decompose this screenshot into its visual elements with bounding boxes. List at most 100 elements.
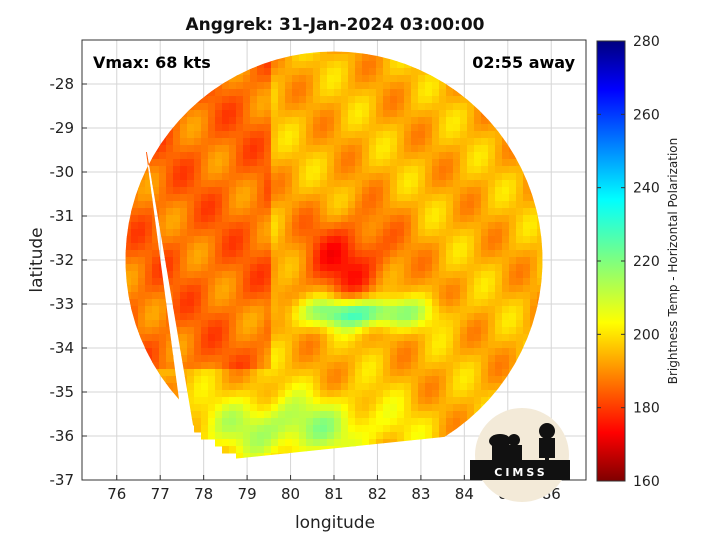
swath-pixel — [460, 264, 468, 272]
swath-pixel — [278, 180, 286, 188]
swath-pixel — [418, 355, 426, 363]
swath-pixel — [362, 138, 370, 146]
swath-pixel — [299, 208, 307, 216]
swath-pixel — [152, 271, 160, 279]
swath-pixel — [369, 173, 377, 181]
swath-pixel — [341, 362, 349, 370]
swath-pixel — [376, 397, 384, 405]
swath-pixel — [404, 306, 412, 314]
swath-pixel — [166, 131, 174, 139]
swath-pixel — [313, 306, 321, 314]
swath-pixel — [313, 369, 321, 377]
swath-pixel — [383, 292, 391, 300]
swath-pixel — [306, 194, 314, 202]
swath-pixel — [327, 187, 335, 195]
swath-pixel — [152, 222, 160, 230]
swath-pixel — [467, 145, 475, 153]
swath-pixel — [481, 173, 489, 181]
swath-pixel — [313, 278, 321, 286]
swath-pixel — [215, 348, 223, 356]
swath-pixel — [292, 369, 300, 377]
swath-pixel — [495, 355, 503, 363]
swath-pixel — [488, 152, 496, 160]
swath-pixel — [467, 355, 475, 363]
swath-pixel — [341, 271, 349, 279]
swath-pixel — [201, 369, 209, 377]
swath-pixel — [348, 376, 356, 384]
swath-pixel — [348, 264, 356, 272]
swath-pixel — [397, 278, 405, 286]
swath-pixel — [201, 243, 209, 251]
swath-pixel — [453, 348, 461, 356]
swath-pixel — [145, 187, 153, 195]
swath-pixel — [495, 159, 503, 167]
swath-pixel — [383, 425, 391, 433]
swath-pixel — [125, 264, 132, 272]
swath-pixel — [292, 145, 300, 153]
swath-pixel — [341, 152, 349, 160]
swath-pixel — [432, 404, 440, 412]
swath-pixel — [327, 145, 335, 153]
swath-pixel — [348, 411, 356, 419]
swath-pixel — [292, 180, 300, 188]
swath-pixel — [362, 117, 370, 125]
swath-pixel — [264, 215, 272, 223]
swath-pixel — [278, 404, 286, 412]
swath-pixel — [376, 124, 384, 132]
swath-pixel — [362, 201, 370, 209]
swath-pixel — [355, 215, 363, 223]
colorbar-tick-label: 280 — [633, 34, 660, 50]
swath-pixel — [180, 334, 188, 342]
swath-pixel — [250, 257, 258, 265]
swath-pixel — [404, 82, 412, 90]
swath-pixel — [355, 313, 363, 321]
swath-pixel — [292, 131, 300, 139]
swath-pixel — [341, 131, 349, 139]
swath-pixel — [495, 173, 503, 181]
swath-pixel — [453, 313, 461, 321]
swath-pixel — [404, 243, 412, 251]
swath-pixel — [264, 208, 272, 216]
swath-pixel — [250, 124, 258, 132]
swath-pixel — [138, 194, 146, 202]
swath-pixel — [411, 264, 419, 272]
swath-pixel — [411, 131, 419, 139]
swath-pixel — [285, 404, 293, 412]
swath-pixel — [348, 320, 356, 328]
swath-pixel — [516, 173, 524, 181]
swath-pixel — [145, 348, 153, 356]
swath-pixel — [285, 439, 293, 447]
swath-pixel — [509, 229, 517, 237]
swath-pixel — [271, 250, 279, 258]
swath-pixel — [390, 159, 398, 167]
swath-pixel — [397, 390, 405, 398]
swath-pixel — [516, 320, 524, 328]
swath-pixel — [348, 390, 356, 398]
swath-pixel — [194, 103, 202, 111]
swath-pixel — [383, 390, 391, 398]
swath-pixel — [285, 425, 293, 433]
swath-pixel — [320, 173, 328, 181]
swath-pixel — [467, 208, 475, 216]
swath-pixel — [390, 306, 398, 314]
swath-pixel — [362, 208, 370, 216]
swath-pixel — [404, 341, 412, 349]
swath-pixel — [215, 243, 223, 251]
swath-pixel — [299, 138, 307, 146]
swath-pixel — [495, 341, 503, 349]
swath-pixel — [264, 201, 272, 209]
swath-pixel — [425, 257, 433, 265]
swath-pixel — [278, 411, 286, 419]
swath-pixel — [271, 271, 279, 279]
swath-pixel — [418, 376, 426, 384]
swath-pixel — [222, 425, 230, 433]
swath-pixel — [208, 152, 216, 160]
swath-pixel — [250, 264, 258, 272]
swath-pixel — [404, 292, 412, 300]
swath-pixel — [390, 243, 398, 251]
swath-pixel — [180, 341, 188, 349]
swath-pixel — [327, 173, 335, 181]
swath-pixel — [152, 278, 160, 286]
swath-pixel — [509, 341, 517, 349]
swath-pixel — [439, 278, 447, 286]
